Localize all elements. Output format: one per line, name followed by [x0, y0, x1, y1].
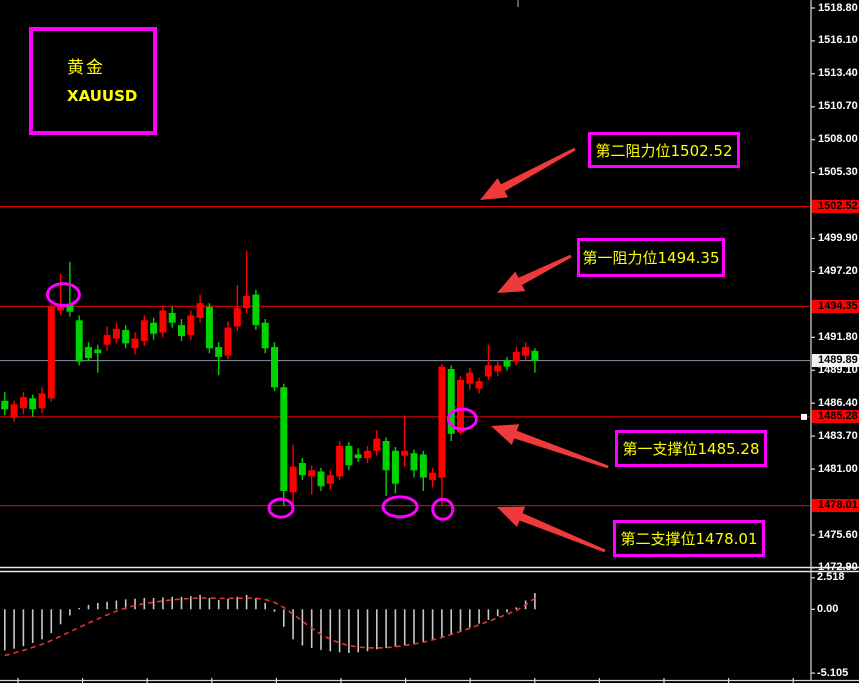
price-tick-label: 1472.90 [818, 561, 858, 574]
macd-scale-label: 0.00 [817, 602, 839, 615]
candlestick-series [1, 250, 539, 507]
macd-scale-label: 2.518 [817, 571, 845, 584]
price-tick-label: 1510.70 [818, 100, 858, 113]
level-price-label-support-1: 1485.28 [812, 410, 859, 424]
price-tick-label: 1516.10 [818, 34, 858, 47]
annotation-resistance-2-label: 第二阻力位1502.52 [595, 141, 733, 160]
annotation-resistance-1-label: 第一阻力位1494.35 [582, 249, 720, 267]
annotation-resistance-2[interactable]: 第二阻力位1502.52 [588, 132, 740, 168]
macd-signal-line [4, 597, 536, 657]
level-price-label-resistance-1: 1494.35 [812, 299, 859, 313]
current-price-label: 1489.89 [812, 354, 859, 368]
annotation-support-1[interactable]: 第一支撑位1485.28 [615, 430, 767, 467]
price-tick-label: 1481.00 [818, 462, 858, 475]
price-tick-label: 1483.70 [818, 429, 858, 442]
price-tick-label: 1486.40 [818, 396, 858, 409]
macd-scale-label: -5.105 [817, 666, 849, 679]
annotation-support-2-label: 第二支撑位1478.01 [620, 530, 758, 548]
price-tick-label: 1491.80 [818, 330, 858, 343]
symbol-title-box[interactable]: 黄金 XAUUSD [29, 27, 157, 135]
macd-histogram [4, 593, 536, 653]
symbol-title-cn: 黄金 [67, 58, 105, 78]
price-tick-label: 1499.90 [818, 232, 858, 244]
symbol-ticker: XAUUSD [67, 87, 138, 105]
time-axis-ticks [17, 678, 794, 683]
annotation-resistance-1[interactable]: 第一阻力位1494.35 [577, 238, 725, 277]
price-tick-label: 1513.40 [818, 67, 858, 80]
level-price-label-resistance-2: 1502.52 [812, 200, 859, 214]
price-tick-label: 1475.60 [818, 528, 858, 541]
price-tick-label: 1505.30 [818, 166, 858, 179]
annotation-support-1-label: 第一支撑位1485.28 [622, 440, 760, 458]
ellipse-marks[interactable] [45, 282, 478, 521]
level-price-label-support-2: 1478.01 [812, 499, 859, 513]
price-tick-label: 1508.00 [818, 133, 858, 146]
price-tick-label: 1497.20 [818, 265, 858, 277]
line-drag-handle[interactable] [801, 413, 807, 420]
annotation-support-2[interactable]: 第二支撑位1478.01 [613, 520, 765, 557]
price-axis-ticks [811, 7, 815, 674]
price-tick-label: 1518.80 [818, 1, 858, 14]
pointer-arrows[interactable] [480, 147, 609, 553]
